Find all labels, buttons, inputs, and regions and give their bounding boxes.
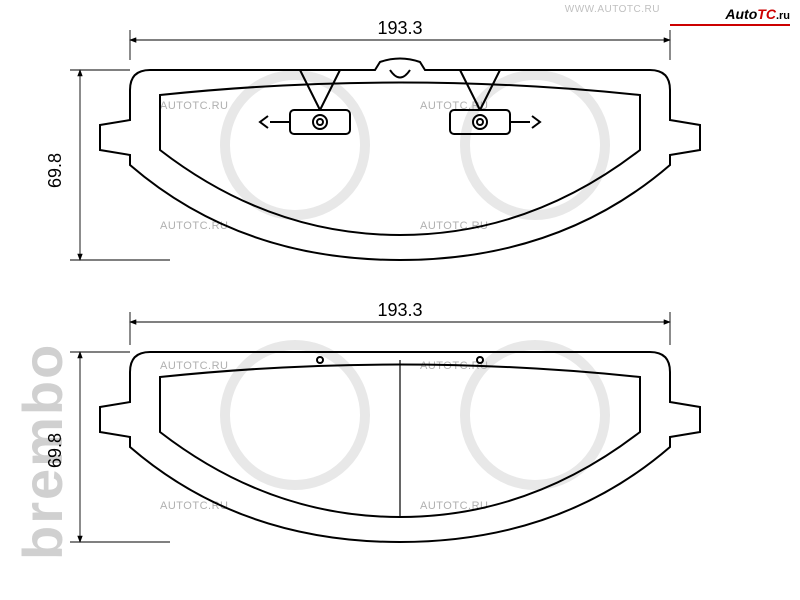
diagram-canvas: brembo AUTOTC.RUAUTOTC.RUAUTOTC.RUAUTOTC… [0,0,800,600]
brake-pad-top [70,30,700,260]
brake-pad-bottom [70,312,700,542]
clip-left [260,70,350,134]
technical-drawing-svg [0,0,800,600]
clip-right [450,70,540,134]
